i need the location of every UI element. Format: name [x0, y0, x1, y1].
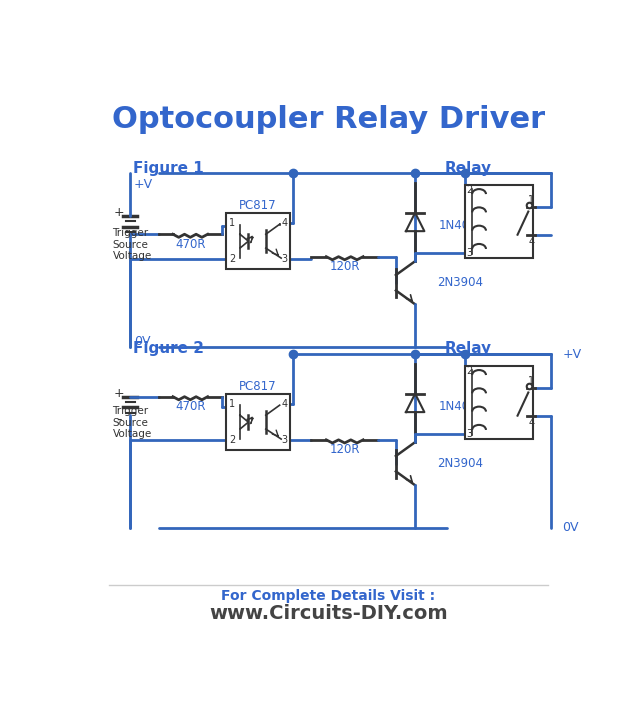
- Text: 120R: 120R: [329, 444, 360, 456]
- Text: 2: 2: [467, 184, 473, 194]
- Text: Trigger
Source
Voltage: Trigger Source Voltage: [113, 406, 152, 439]
- Text: Figure 2: Figure 2: [133, 341, 204, 356]
- Bar: [226, 213, 290, 269]
- Text: www.Circuits-DIY.com: www.Circuits-DIY.com: [209, 604, 447, 624]
- Text: 3: 3: [467, 429, 473, 439]
- Text: PC817: PC817: [239, 380, 277, 393]
- Text: 0V: 0V: [134, 335, 151, 348]
- Text: Figure 1: Figure 1: [133, 161, 203, 176]
- Text: 1N4007: 1N4007: [438, 400, 484, 413]
- Text: 470R: 470R: [175, 238, 206, 251]
- Text: 2N3904: 2N3904: [437, 276, 483, 289]
- Text: 4: 4: [281, 218, 287, 228]
- Text: 0V: 0V: [562, 521, 579, 534]
- Text: 4: 4: [528, 237, 535, 247]
- Text: 4: 4: [281, 400, 287, 410]
- Bar: [226, 395, 290, 450]
- Text: Relay: Relay: [445, 161, 492, 176]
- Text: 3: 3: [281, 254, 287, 264]
- Text: Optocoupler Relay Driver: Optocoupler Relay Driver: [112, 105, 545, 134]
- Text: 1: 1: [528, 195, 535, 205]
- Text: 2N3904: 2N3904: [437, 457, 483, 470]
- Text: 1N4007: 1N4007: [438, 220, 484, 233]
- Bar: [465, 366, 533, 439]
- Text: +V: +V: [134, 178, 153, 191]
- Text: 3: 3: [467, 248, 473, 258]
- Text: Relay: Relay: [445, 341, 492, 356]
- Text: 2: 2: [467, 366, 473, 376]
- Text: 1: 1: [229, 400, 235, 410]
- Text: 2: 2: [229, 254, 235, 264]
- Text: 3: 3: [281, 435, 287, 445]
- Text: 4: 4: [528, 418, 535, 428]
- Text: Trigger
Source
Voltage: Trigger Source Voltage: [113, 228, 152, 261]
- Text: 2: 2: [229, 435, 235, 445]
- Bar: [465, 185, 533, 258]
- Text: +V: +V: [562, 348, 581, 361]
- Text: 1: 1: [229, 218, 235, 228]
- Text: 1: 1: [528, 376, 535, 386]
- Text: 120R: 120R: [329, 260, 360, 273]
- Text: +: +: [113, 206, 124, 219]
- Text: For Complete Details Visit :: For Complete Details Visit :: [221, 589, 435, 603]
- Text: PC817: PC817: [239, 199, 277, 212]
- Text: 470R: 470R: [175, 400, 206, 413]
- Text: -: -: [116, 412, 121, 426]
- Text: +: +: [113, 387, 124, 400]
